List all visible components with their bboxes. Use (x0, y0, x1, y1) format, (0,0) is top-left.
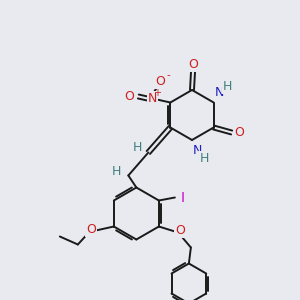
Text: O: O (86, 223, 96, 236)
Text: N: N (215, 86, 224, 99)
Text: H: H (199, 152, 209, 164)
Text: -: - (167, 70, 170, 80)
Text: H: H (112, 165, 121, 178)
Text: H: H (133, 141, 142, 154)
Text: H: H (223, 80, 232, 93)
Text: I: I (181, 190, 185, 205)
Text: O: O (155, 75, 165, 88)
Text: +: + (153, 88, 161, 98)
Text: O: O (175, 224, 185, 237)
Text: O: O (124, 90, 134, 103)
Text: O: O (235, 126, 244, 139)
Text: N: N (192, 143, 202, 157)
Text: O: O (188, 58, 198, 70)
Text: N: N (148, 92, 157, 105)
